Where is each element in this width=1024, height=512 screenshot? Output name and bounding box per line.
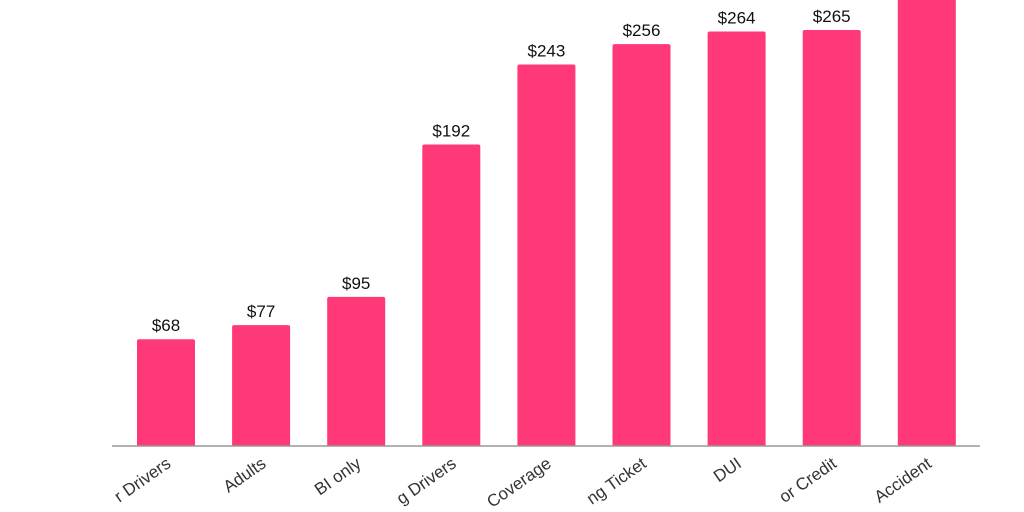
bar-3 bbox=[327, 296, 386, 446]
x-tick-label-4: g Drivers bbox=[393, 454, 460, 509]
data-label-2: $77 bbox=[247, 302, 275, 321]
data-label-8: $265 bbox=[813, 7, 851, 26]
bars-layer bbox=[137, 0, 956, 447]
bar-2 bbox=[232, 325, 291, 446]
bar-9 bbox=[897, 0, 956, 446]
data-label-5: $243 bbox=[527, 41, 565, 60]
x-tick-label-6: ng Ticket bbox=[583, 454, 650, 509]
bar-1 bbox=[137, 339, 195, 446]
x-tick-label-9: Accident bbox=[871, 454, 936, 507]
x-tick-label-7: DUI bbox=[710, 454, 745, 486]
data-label-7: $264 bbox=[718, 9, 756, 28]
bar-5 bbox=[517, 64, 576, 447]
x-tick-labels-layer: r Drivers Adults BI only g Drivers Coverage n… bbox=[111, 453, 936, 511]
bar-7 bbox=[707, 31, 766, 447]
x-tick-label-8: or Credit bbox=[776, 454, 841, 507]
bar-8 bbox=[802, 29, 861, 446]
bar-6 bbox=[612, 44, 671, 446]
data-label-6: $256 bbox=[623, 21, 661, 40]
data-label-3: $95 bbox=[342, 274, 370, 293]
x-tick-label-2: Adults bbox=[220, 454, 270, 497]
data-label-4: $192 bbox=[432, 122, 470, 141]
x-tick-label-3: BI only bbox=[311, 453, 365, 499]
x-tick-label-5: Coverage bbox=[483, 454, 554, 512]
data-labels-layer: $68 $77 $95 $192 $243 $256 $264 $265 bbox=[152, 7, 851, 335]
bar-4 bbox=[422, 144, 481, 446]
x-tick-label-1: r Drivers bbox=[111, 454, 175, 506]
data-label-1: $68 bbox=[152, 316, 180, 335]
